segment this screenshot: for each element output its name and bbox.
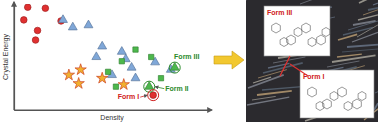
point [119,59,124,64]
axis-arrow [14,109,212,110]
crystal-streak [338,34,357,40]
highlight-ring [144,81,155,92]
crystal-streak [247,97,289,105]
crystal-streak [348,21,378,30]
point [92,52,101,60]
molecule-ring [317,35,326,45]
crystal-streak [248,75,284,88]
molecule-ring [308,87,317,97]
molecule-ring [302,23,311,33]
annotation-arrow [140,95,147,97]
inset-label: Form III [267,9,292,16]
molecule-ring [338,87,347,97]
x-axis-title: Density [100,114,124,122]
crystal-streak [337,54,362,57]
molecule-ring [330,92,338,101]
point [24,4,31,10]
inset: Form III [264,6,330,56]
molecule-ring [322,28,330,37]
crystal-streak [359,0,378,3]
inset-pointer [290,64,308,76]
molecule-ring [308,38,316,47]
crystal-streak [327,61,359,67]
molecule-ring [344,102,352,111]
highlight-ring [148,90,159,101]
molecule-ring [272,23,281,33]
points [21,4,180,98]
inset-label: Form I [303,73,324,80]
inset: Form I [300,70,374,118]
molecule-ring [323,99,332,109]
annotation-arrow [155,87,164,89]
inset-pointer [280,56,290,76]
inset-box [264,6,330,56]
pointer-arrow [214,51,244,69]
molecule-ring [287,35,296,45]
crystal-streak [343,27,373,35]
point [131,73,140,81]
point [42,5,49,12]
point [97,72,108,83]
annotations: Form III Form II Form I [118,53,200,101]
crystal-streak [257,91,292,95]
point [98,41,107,49]
point [73,78,84,89]
y-axis-title: Crystal Energy [2,34,10,80]
point [68,22,77,30]
highlight-ring [169,62,180,73]
point [59,15,68,23]
annotation: Form III [174,53,199,60]
point [75,64,86,75]
crystal-streak [342,49,378,52]
micrograph [246,0,378,122]
crystal-streak [363,10,378,15]
crystal-streak [300,0,317,4]
point [34,27,41,34]
molecule-ring [358,92,366,101]
point [150,92,157,99]
point [32,37,39,44]
point [158,76,163,81]
molecule-ring [294,28,302,37]
point [117,47,126,55]
axis-arrow [13,2,14,110]
graphical-abstract: DensityCrystal EnergyForm IIIForm IIForm… [0,0,378,122]
annotation: Form I [118,93,139,100]
inset-box [300,70,374,118]
crystal-streak [352,32,378,42]
crystal-streak [332,55,376,62]
crystal-streak [375,92,378,93]
point [149,54,154,59]
crystal-streak [368,8,378,10]
molecule-ring [353,99,362,109]
point [113,84,118,89]
point [21,17,28,24]
point [105,69,110,74]
crystal-streak [252,96,276,100]
point [133,47,138,52]
point [118,79,129,90]
annotation: Form II [165,85,188,92]
point [127,62,136,70]
crystal-streak [373,3,378,5]
point [84,20,93,28]
plot [14,2,212,111]
crystal-streak [347,45,378,47]
point [63,69,74,80]
crystal-streak [358,15,378,20]
photo-background [246,0,378,122]
